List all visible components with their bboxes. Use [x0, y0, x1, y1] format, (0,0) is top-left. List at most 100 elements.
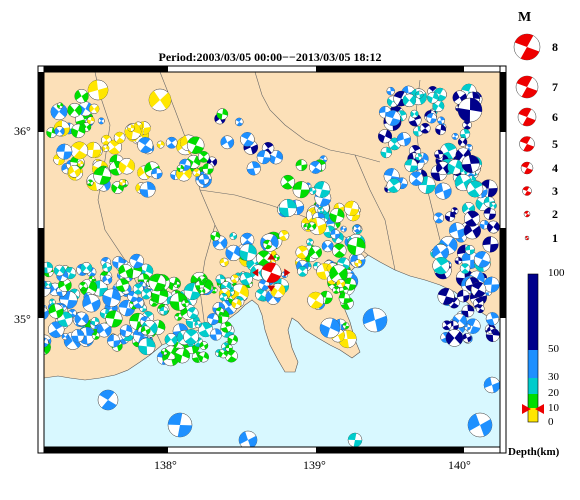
event-beachball: [71, 123, 86, 139]
depth-band-mid: [528, 394, 538, 408]
event-beachball: [50, 103, 68, 121]
event-beachball: [386, 178, 402, 193]
event-beachball: [224, 349, 238, 363]
event-beachball: [159, 306, 169, 316]
event-beachball: [86, 179, 94, 187]
event-beachball: [87, 79, 109, 101]
event-beachball: [246, 161, 261, 176]
event-beachball: [102, 288, 121, 308]
event-beachball: [479, 219, 490, 230]
event-beachball: [181, 299, 190, 308]
event-beachball: [113, 131, 126, 144]
event-beachball: [410, 109, 419, 119]
event-beachball: [115, 278, 130, 292]
event-beachball: [53, 264, 66, 277]
event-beachball: [54, 126, 65, 137]
event-beachball: [454, 256, 463, 265]
event-beachball: [44, 306, 49, 320]
event-beachball: [332, 243, 347, 258]
event-beachball: [197, 151, 210, 163]
depth-tick-0: 0: [548, 416, 554, 428]
event-beachball: [82, 294, 101, 313]
x-tick-140: 140°: [448, 458, 471, 472]
event-beachball: [336, 278, 346, 288]
event-beachball: [437, 116, 446, 125]
event-beachball: [332, 286, 341, 294]
magnitude-label-8: 8: [552, 40, 558, 54]
event-beachball: [239, 272, 253, 286]
event-beachball: [482, 236, 499, 253]
event-beachball: [67, 164, 81, 178]
event-beachball: [329, 208, 345, 224]
depth-tick-100: 100: [548, 267, 565, 279]
event-beachball: [48, 298, 56, 306]
event-beachball: [240, 132, 255, 147]
event-beachball: [353, 224, 362, 233]
event-beachball: [280, 174, 296, 190]
event-beachball: [466, 180, 484, 198]
event-beachball: [97, 117, 105, 125]
magnitude-legend-beachball-5: [519, 136, 535, 152]
event-beachball: [151, 167, 163, 180]
event-beachball: [483, 207, 497, 220]
event-beachball: [67, 102, 82, 118]
magnitude-legend-beachball-6: [517, 107, 537, 127]
map-frame: [37, 65, 507, 454]
event-beachball: [445, 329, 464, 347]
event-beachball: [377, 129, 393, 144]
event-beachball: [165, 136, 178, 149]
event-beachball: [107, 334, 121, 348]
event-beachball: [462, 120, 472, 130]
event-beachball: [186, 307, 199, 319]
event-beachball: [475, 304, 485, 314]
event-beachball: [396, 132, 411, 147]
magnitude-legend-title: M: [518, 10, 532, 25]
event-beachball: [270, 283, 286, 299]
event-beachball: [85, 141, 102, 158]
event-beachball: [463, 210, 481, 227]
event-beachball: [192, 168, 201, 177]
event-beachball: [44, 261, 54, 274]
depth-band-deepest: [528, 274, 538, 350]
event-beachball: [459, 263, 471, 274]
event-beachball: [444, 211, 456, 222]
event-beachball: [292, 181, 310, 199]
event-beachball: [107, 139, 123, 155]
event-beachball: [118, 263, 133, 279]
event-beachball: [489, 202, 497, 210]
event-beachball: [209, 328, 223, 341]
event-beachball: [77, 101, 93, 117]
event-beachball: [218, 348, 228, 359]
event-beachball: [308, 245, 323, 260]
magnitude-label-3: 3: [552, 184, 558, 198]
main-event-arrow-icon: [284, 268, 291, 277]
event-beachball: [461, 154, 480, 173]
event-beachball: [380, 146, 392, 159]
magnitude-label-6: 6: [552, 110, 558, 124]
event-beachball: [435, 161, 450, 176]
event-beachball: [340, 225, 347, 233]
event-beachball: [435, 124, 447, 136]
event-beachball: [347, 237, 366, 256]
event-beachball: [132, 283, 144, 295]
event-beachball: [102, 262, 113, 273]
event-beachball: [119, 178, 127, 186]
event-beachball: [434, 182, 452, 200]
event-beachball: [215, 307, 225, 316]
event-beachball: [102, 274, 113, 285]
magnitude-legend: [513, 33, 541, 241]
event-beachball: [384, 110, 401, 127]
event-beachball: [465, 244, 475, 255]
depth-band-deep: [528, 350, 538, 378]
event-beachball: [462, 333, 472, 343]
event-beachball: [160, 348, 168, 356]
event-beachball: [329, 264, 348, 283]
event-beachball: [307, 221, 317, 231]
event-beachball: [216, 108, 229, 120]
magnitude-legend-beachball-8: [513, 33, 541, 61]
main-event-marker: [252, 253, 291, 292]
event-beachball: [470, 281, 487, 298]
event-beachball: [80, 262, 93, 274]
depth-tick-10: 10: [548, 402, 559, 414]
event-beachball: [93, 166, 112, 185]
